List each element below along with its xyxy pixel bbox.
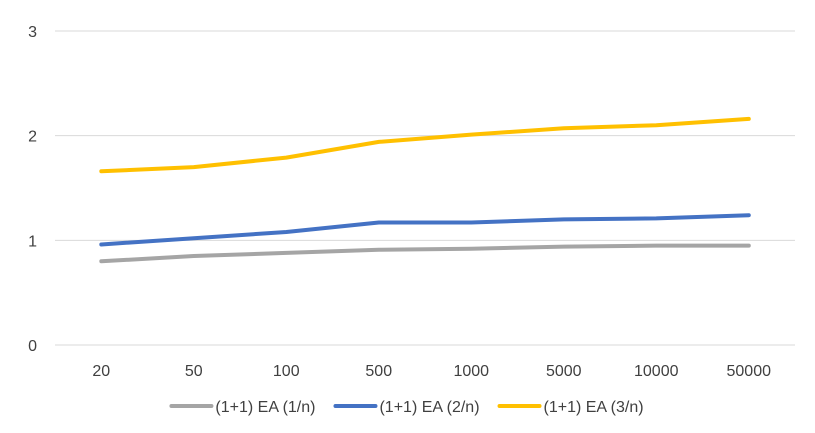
series-line-2	[99, 213, 751, 247]
y-tick-label: 1	[28, 233, 37, 250]
series-lines	[99, 116, 751, 264]
legend-label-3: (1+1) EA (3/n)	[544, 399, 644, 416]
series-line-3	[99, 116, 751, 174]
legend: (1+1) EA (1/n) (1+1) EA (2/n) (1+1) EA (3/…	[169, 399, 644, 416]
x-tick-label: 5000	[546, 363, 582, 380]
series-line-1	[99, 243, 751, 264]
gridlines	[55, 30, 795, 346]
y-axis-ticks: 0 1 2 3	[28, 24, 37, 355]
legend-label-2: (1+1) EA (2/n)	[379, 399, 479, 416]
x-axis-ticks: 20 50 100 500 1000 5000 10000 50000	[92, 363, 771, 380]
x-tick-label: 20	[92, 363, 110, 380]
y-tick-label: 3	[28, 24, 37, 41]
x-tick-label: 1000	[453, 363, 489, 380]
x-tick-label: 100	[273, 363, 300, 380]
y-tick-label: 2	[28, 129, 37, 146]
x-tick-label: 500	[365, 363, 392, 380]
x-tick-label: 50	[185, 363, 203, 380]
y-tick-label: 0	[28, 338, 37, 355]
x-tick-label: 50000	[727, 363, 772, 380]
x-tick-label: 10000	[634, 363, 679, 380]
legend-label-1: (1+1) EA (1/n)	[215, 399, 315, 416]
